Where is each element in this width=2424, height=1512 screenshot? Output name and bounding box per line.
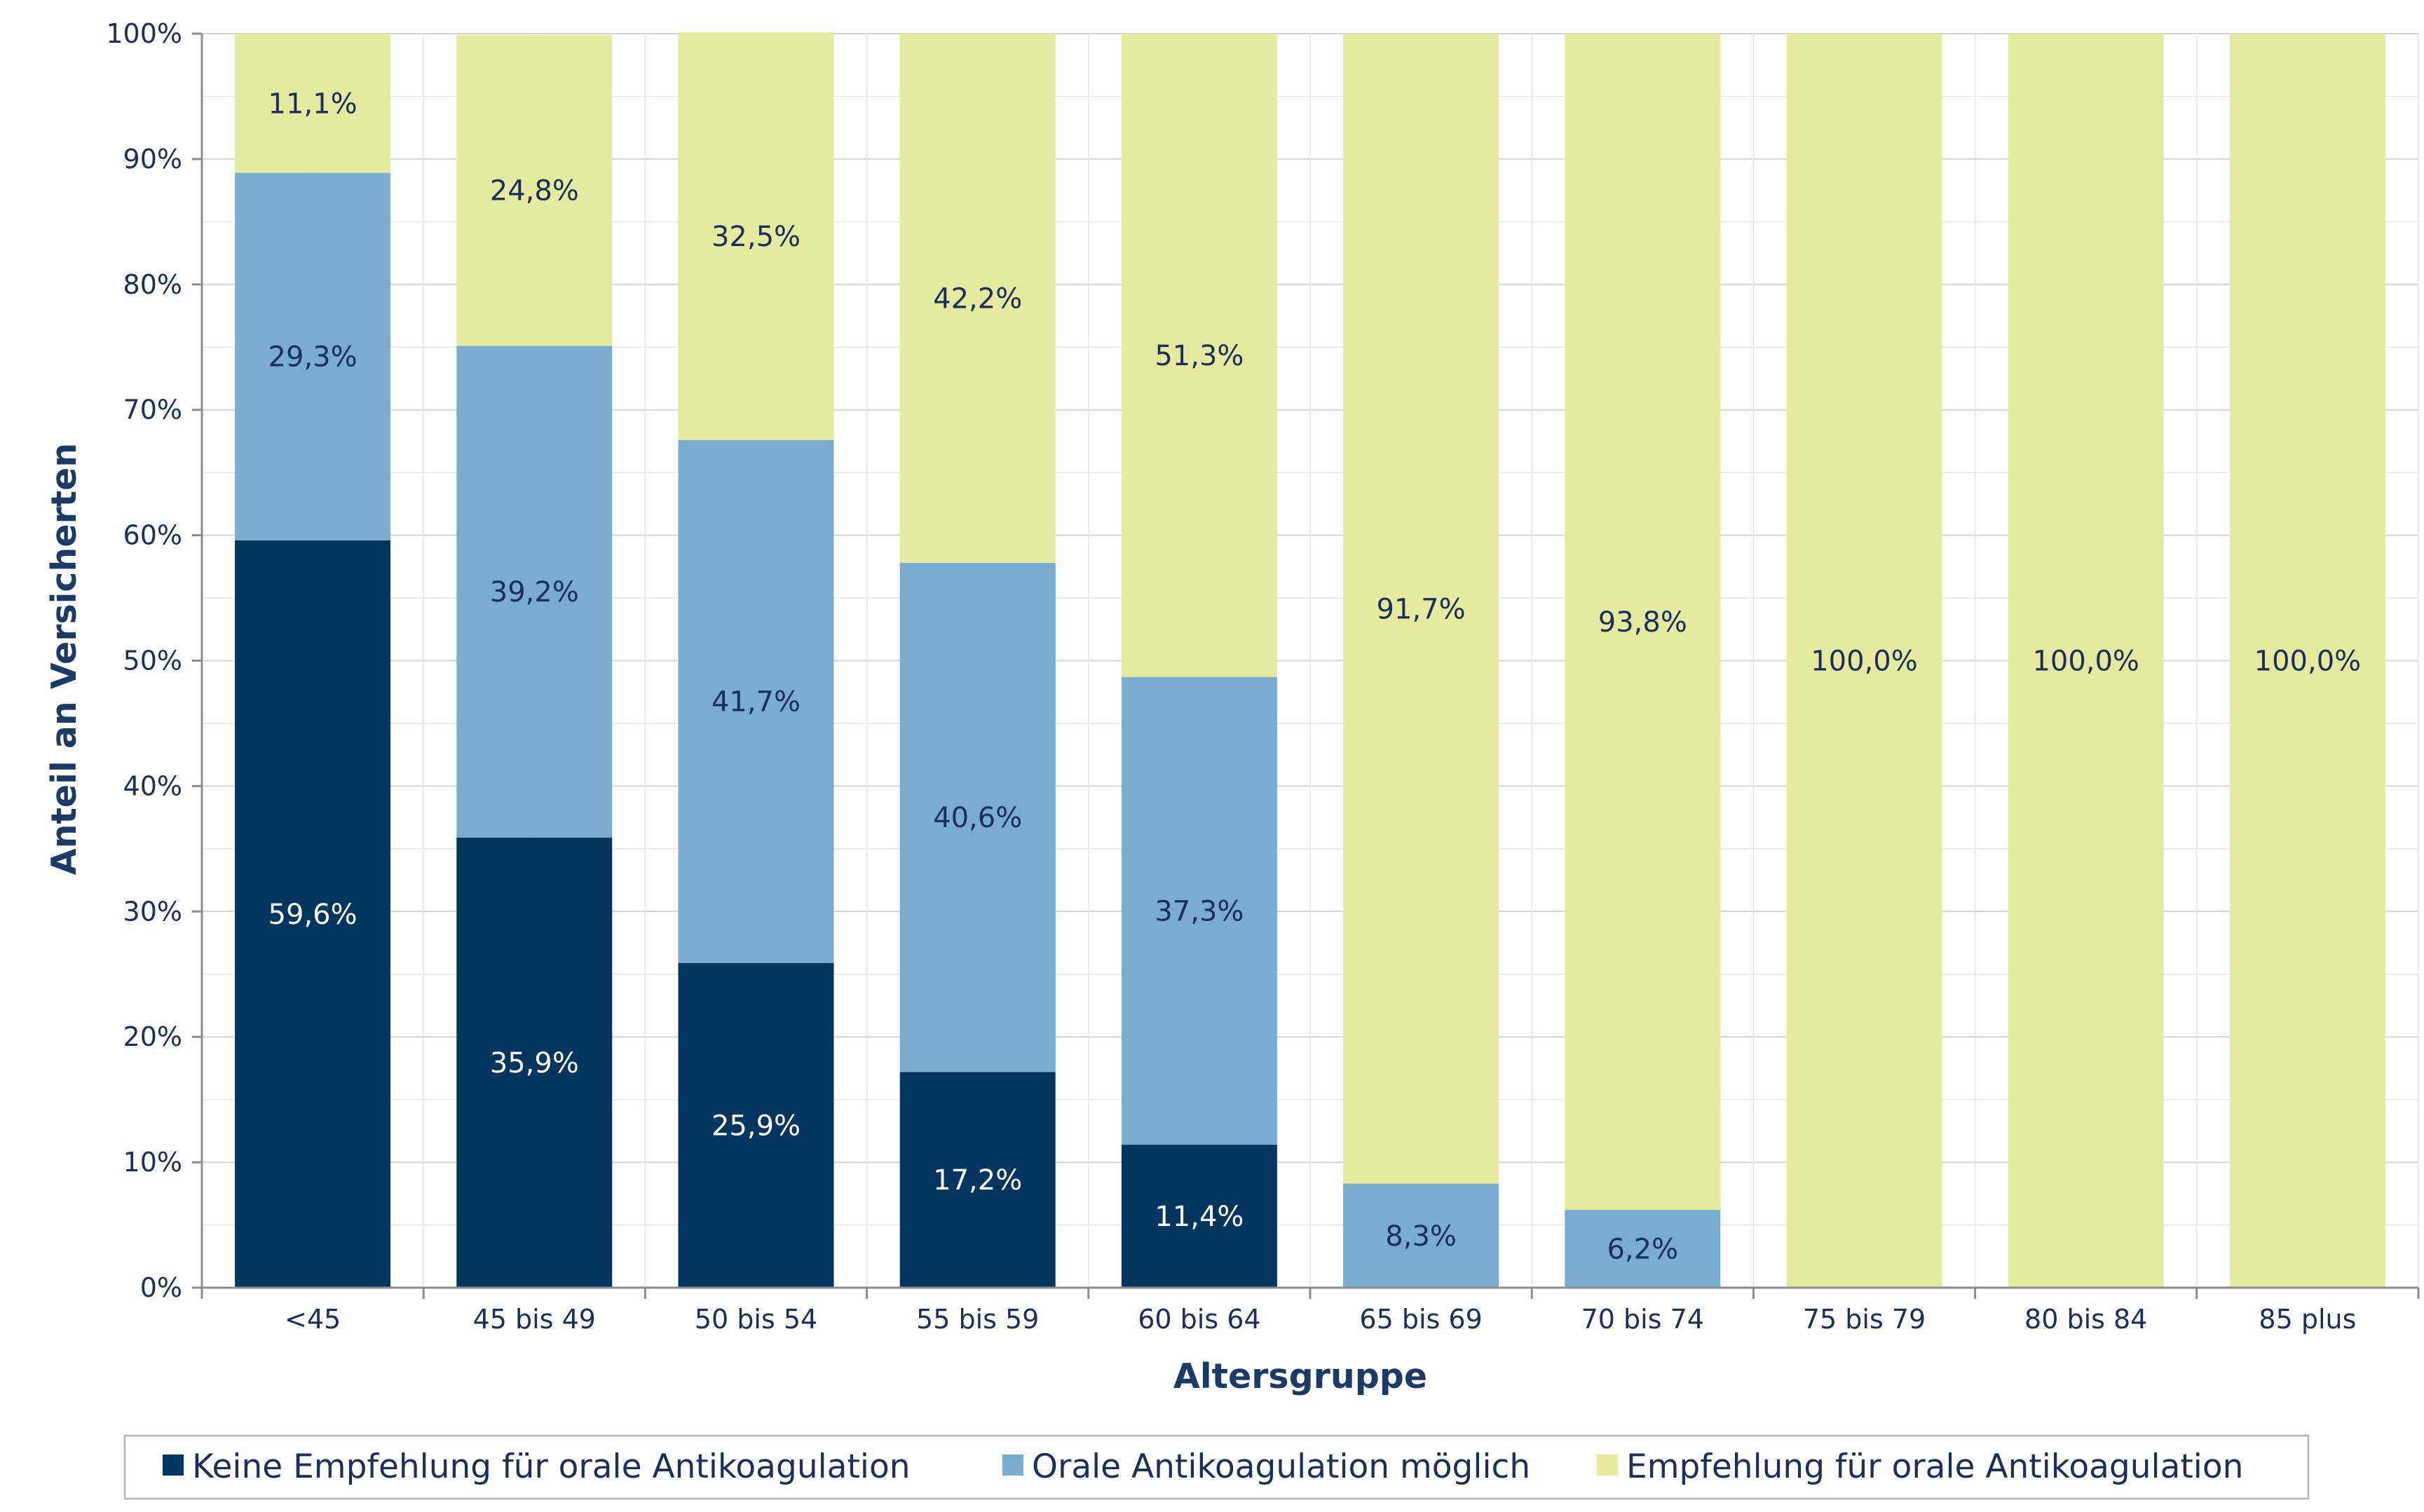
- bar-segment: [678, 962, 834, 1288]
- x-tick-label: <45: [285, 1304, 341, 1335]
- bar-segment: [1121, 1145, 1277, 1288]
- y-axis-title: Anteil an Versicherten: [44, 443, 84, 876]
- y-tick-label: 60%: [123, 520, 182, 551]
- bar-segment: [456, 346, 613, 838]
- data-label: 17,2%: [933, 1164, 1022, 1197]
- bar-segment: [2229, 34, 2385, 1288]
- legend-swatch: [163, 1455, 184, 1476]
- data-label: 93,8%: [1598, 606, 1687, 639]
- y-tick-label: 10%: [123, 1147, 182, 1178]
- legend-label: Empfehlung für orale Antikoagulation: [1626, 1448, 2243, 1486]
- x-tick-label: 85 plus: [2259, 1304, 2356, 1335]
- bar-segment: [1786, 34, 1942, 1288]
- x-tick-label: 75 bis 79: [1803, 1304, 1926, 1335]
- data-label: 29,3%: [268, 341, 358, 374]
- data-label: 91,7%: [1377, 593, 1466, 625]
- y-tick-label: 90%: [123, 144, 182, 175]
- data-label: 51,3%: [1155, 340, 1244, 372]
- data-label: 100,0%: [2032, 646, 2139, 678]
- bar-segment: [235, 172, 391, 540]
- legend-box: [123, 1434, 2310, 1500]
- x-tick-label: 50 bis 54: [695, 1304, 817, 1335]
- x-tick-label: 45 bis 49: [473, 1304, 596, 1335]
- data-label: 8,3%: [1385, 1220, 1457, 1253]
- x-tick-label: 70 bis 74: [1581, 1304, 1704, 1335]
- bar-segment: [456, 837, 613, 1288]
- legend-label: Keine Empfehlung für orale Antikoagulati…: [192, 1448, 911, 1486]
- data-label: 59,6%: [268, 899, 358, 931]
- x-axis-title: Altersgruppe: [1173, 1356, 1427, 1396]
- data-label: 37,3%: [1155, 895, 1244, 927]
- bar-segment: [1343, 34, 1499, 1184]
- y-tick-label: 50%: [123, 646, 182, 676]
- bar-segment: [235, 540, 391, 1288]
- data-label: 100,0%: [1811, 646, 1918, 678]
- axes: 0% 10% 20% 30% 40% 50% 60% 70% 80% 90% 100% <45 45 b…: [106, 18, 2420, 1335]
- legend-swatch: [1597, 1455, 1618, 1476]
- data-label: 35,9%: [490, 1047, 579, 1079]
- bar-segment: [1565, 34, 1721, 1211]
- bar-segment: [235, 34, 391, 173]
- y-tick-label: 30%: [123, 896, 182, 927]
- bar-segment: [899, 1072, 1056, 1288]
- bar-segment: [1343, 1183, 1499, 1288]
- y-tick-label: 100%: [106, 18, 182, 49]
- data-label: 42,2%: [933, 282, 1022, 315]
- legend: Keine Empfehlung für orale Antikoagulati…: [123, 1434, 2310, 1500]
- x-tick-label: 80 bis 84: [2024, 1304, 2147, 1335]
- bar-segment: [1121, 34, 1277, 677]
- x-tick-label: 55 bis 59: [916, 1304, 1039, 1335]
- data-label: 32,5%: [711, 221, 801, 253]
- bar-segment: [678, 32, 834, 440]
- bar-segment: [899, 562, 1056, 1072]
- data-label: 24,8%: [490, 175, 579, 207]
- y-tick-label: 20%: [123, 1021, 182, 1052]
- bar-segment: [678, 440, 834, 963]
- data-label: 100,0%: [2254, 646, 2362, 678]
- x-tick-label: 60 bis 64: [1138, 1304, 1260, 1335]
- y-tick-label: 70%: [123, 395, 182, 425]
- data-label: 39,2%: [490, 576, 579, 608]
- data-labels: 59,6% 29,3% 11,1% 35,9% 39,2% 24,8% 25,9% 41,7%…: [268, 88, 2362, 1265]
- bars: [235, 32, 2385, 1288]
- data-label: 11,1%: [268, 88, 358, 120]
- data-label: 41,7%: [711, 686, 801, 718]
- x-tick-label: 65 bis 69: [1359, 1304, 1482, 1335]
- y-tick-label: 0%: [140, 1272, 182, 1303]
- bar-segment: [1565, 1210, 1721, 1288]
- data-label: 6,2%: [1607, 1234, 1678, 1266]
- data-label: 11,4%: [1155, 1201, 1244, 1233]
- y-tick-label: 80%: [123, 269, 182, 300]
- bar-segment: [1121, 676, 1277, 1145]
- data-label: 40,6%: [933, 802, 1022, 834]
- bar-segment: [2008, 34, 2164, 1288]
- legend-swatch: [1002, 1455, 1023, 1476]
- data-label: 25,9%: [711, 1110, 801, 1142]
- y-tick-label: 40%: [123, 770, 182, 801]
- bar-segment: [456, 34, 613, 346]
- bar-segment: [899, 34, 1056, 563]
- legend-label: Orale Antikoagulation möglich: [1032, 1448, 1530, 1486]
